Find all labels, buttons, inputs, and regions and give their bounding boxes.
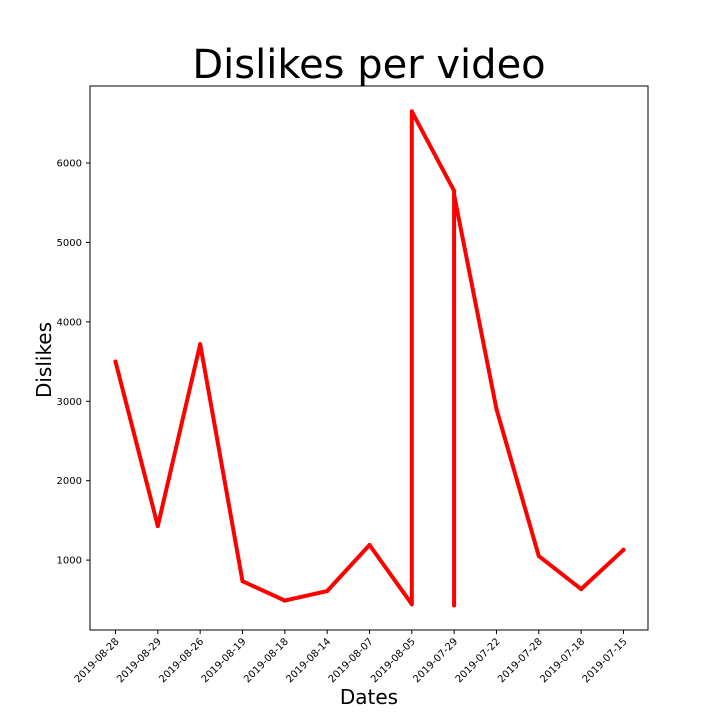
x-tick-label: 2019-07-15: [581, 636, 630, 685]
data-point: [621, 548, 625, 552]
y-tick-label: 6000: [57, 159, 82, 170]
data-points: [114, 109, 626, 607]
data-point: [452, 603, 456, 607]
data-point: [283, 599, 287, 603]
data-point: [579, 587, 583, 591]
y-tick-label: 1000: [57, 556, 82, 567]
data-point: [452, 193, 456, 197]
chart-title: Dislikes per video: [192, 42, 545, 88]
data-point: [156, 524, 160, 528]
data-point: [325, 589, 329, 593]
data-point: [240, 579, 244, 583]
y-tick-label: 3000: [57, 397, 82, 408]
data-point: [452, 189, 456, 193]
x-axis: 2019-08-282019-08-292019-08-262019-08-19…: [73, 630, 630, 685]
data-point: [410, 109, 414, 113]
data-point: [114, 360, 118, 364]
y-tick-label: 4000: [57, 317, 82, 328]
data-point: [410, 602, 414, 606]
dislikes-series-line: [116, 111, 624, 605]
data-point: [537, 554, 541, 558]
y-tick-label: 2000: [57, 476, 82, 487]
y-tick-label: 5000: [57, 238, 82, 249]
data-point: [198, 342, 202, 346]
data-point: [367, 543, 371, 547]
data-point: [494, 407, 498, 411]
x-axis-label: Dates: [340, 685, 398, 709]
y-axis-label: Dislikes: [32, 322, 56, 398]
y-axis: 1000 2000 3000 4000 5000 6000: [57, 159, 90, 567]
